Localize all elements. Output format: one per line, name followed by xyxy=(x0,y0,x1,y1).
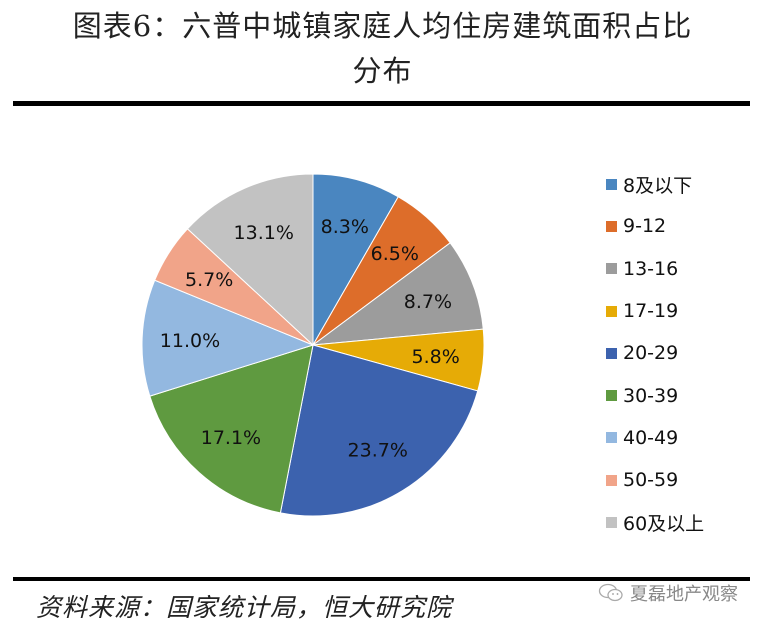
legend-swatch xyxy=(606,347,617,359)
slice-label: 8.3% xyxy=(321,216,369,238)
slice-label: 13.1% xyxy=(234,222,294,244)
legend-item: 9-12 xyxy=(606,205,704,247)
legend-label: 30-39 xyxy=(623,384,679,407)
legend-item: 40-49 xyxy=(606,417,704,459)
legend-label: 60及以上 xyxy=(623,513,705,536)
slice-label: 11.0% xyxy=(160,330,220,352)
pie-slice-13-16 xyxy=(311,242,484,346)
pie-slice-8及以下 xyxy=(312,173,399,347)
pie-slice-40-49 xyxy=(141,279,315,397)
pie-slice-30-39 xyxy=(149,344,314,514)
legend-item: 60及以上 xyxy=(606,501,704,543)
legend-swatch xyxy=(606,517,617,529)
chart-title-line2: 分布 xyxy=(352,54,413,88)
chart-legend: 8及以下 9-12 13-16 17-19 20-29 30-39 40-49 50-59 60… xyxy=(606,163,704,544)
legend-swatch xyxy=(606,432,617,444)
legend-label: 9-12 xyxy=(623,215,667,238)
legend-swatch xyxy=(606,305,617,317)
legend-label: 13-16 xyxy=(623,257,679,280)
legend-swatch xyxy=(606,220,617,232)
legend-swatch xyxy=(606,390,617,402)
chart-title-line1: 图表6：六普中城镇家庭人均住房建筑面积占比 xyxy=(72,9,693,43)
wechat-icon xyxy=(598,583,623,602)
slice-label: 5.8% xyxy=(411,346,459,368)
legend-item: 13-16 xyxy=(606,248,704,290)
legend-swatch xyxy=(606,263,617,275)
legend-item: 17-19 xyxy=(606,290,704,332)
legend-item: 8及以下 xyxy=(606,163,704,205)
legend-item: 20-29 xyxy=(606,332,704,374)
top-divider xyxy=(13,101,750,106)
legend-item: 30-39 xyxy=(606,374,704,416)
legend-label: 40-49 xyxy=(623,426,679,449)
watermark-text: 夏磊地产观察 xyxy=(630,584,738,605)
slice-label: 23.7% xyxy=(348,440,408,462)
source-note: 资料来源：国家统计局，恒大研究院 xyxy=(36,593,453,622)
legend-label: 50-59 xyxy=(623,469,679,492)
slice-label: 6.5% xyxy=(371,243,419,265)
bottom-divider xyxy=(13,577,750,581)
slice-label: 5.7% xyxy=(185,269,233,291)
legend-item: 50-59 xyxy=(606,459,704,501)
legend-swatch xyxy=(606,178,617,190)
watermark: 夏磊地产观察 xyxy=(598,580,738,606)
slice-label: 17.1% xyxy=(201,427,261,449)
chart-title: 图表6：六普中城镇家庭人均住房建筑面积占比 分布 xyxy=(0,4,765,94)
legend-label: 17-19 xyxy=(623,300,679,323)
legend-swatch xyxy=(606,474,617,486)
pie-slice-60及以上 xyxy=(186,173,314,347)
slice-label: 8.7% xyxy=(404,291,452,313)
legend-label: 8及以下 xyxy=(623,174,693,197)
pie-slice-20-29 xyxy=(279,344,479,517)
legend-label: 20-29 xyxy=(623,342,679,365)
